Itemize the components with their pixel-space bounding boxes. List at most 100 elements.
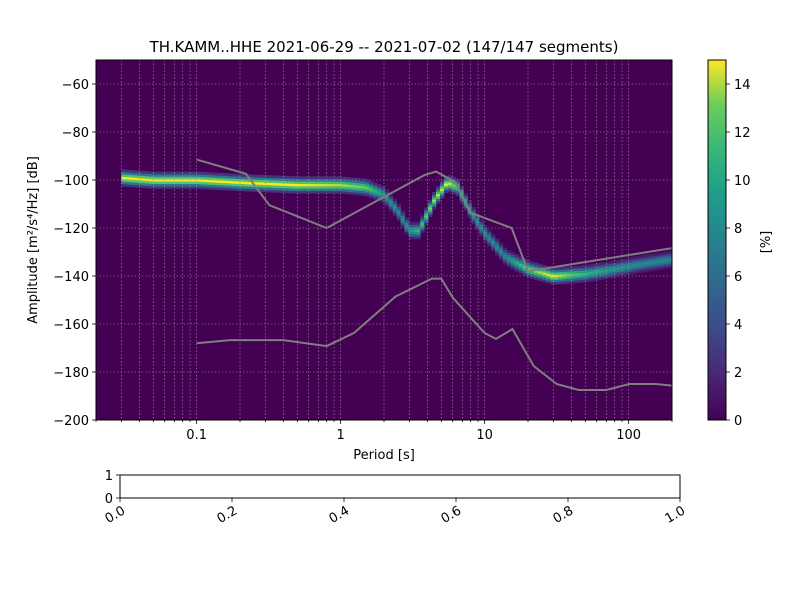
density-cell — [266, 180, 272, 183]
density-cell — [337, 178, 343, 182]
density-cell — [624, 260, 630, 264]
density-cell — [380, 192, 386, 196]
density-cell — [648, 256, 653, 260]
density-cell — [561, 276, 567, 280]
density-cell — [223, 173, 228, 176]
density-cell — [420, 227, 425, 231]
density-cell — [239, 174, 244, 177]
density-cell — [282, 175, 287, 179]
density-cell — [424, 207, 429, 211]
density-cell — [294, 181, 299, 184]
density-cell — [231, 185, 236, 189]
density-cell — [550, 281, 555, 285]
density-cell — [270, 189, 276, 193]
density-cell — [420, 215, 425, 219]
density-cell — [377, 193, 382, 197]
density-cell — [652, 258, 657, 262]
density-cell — [400, 215, 405, 219]
density-cell — [538, 278, 543, 282]
density-cell — [436, 186, 441, 190]
density-cell — [133, 182, 138, 186]
density-cell — [664, 261, 669, 265]
density-cell — [357, 190, 362, 193]
density-cell — [282, 190, 287, 194]
density-cell — [196, 174, 201, 177]
density-cell — [290, 183, 295, 187]
density-cell — [514, 263, 519, 267]
density-cell — [483, 237, 488, 240]
density-cell — [436, 191, 441, 195]
density-cell — [408, 226, 413, 230]
density-cell — [428, 202, 433, 205]
density-cell — [223, 185, 228, 188]
density-cell — [585, 264, 590, 268]
density-cell — [176, 183, 181, 187]
density-cell — [495, 240, 500, 244]
density-cell — [463, 193, 468, 197]
density-cell — [428, 199, 433, 203]
density-cell — [223, 175, 228, 179]
density-cell — [495, 248, 500, 251]
density-cell — [156, 171, 162, 175]
density-cell — [656, 267, 661, 271]
density-cell — [620, 258, 626, 262]
density-cell — [506, 250, 512, 253]
density-cell — [148, 181, 154, 184]
density-cell — [184, 174, 189, 177]
density-cell — [325, 188, 331, 192]
density-cell — [546, 273, 551, 277]
density-cell — [447, 175, 453, 178]
density-cell — [184, 181, 189, 184]
density-cell — [573, 270, 578, 274]
plot-grid — [96, 60, 672, 420]
density-cell — [231, 188, 236, 191]
density-cell — [495, 243, 500, 247]
density-cell — [200, 186, 205, 190]
density-cell — [581, 272, 586, 276]
density-cell — [373, 187, 378, 191]
density-cell — [274, 180, 280, 184]
low-noise-model-line — [196, 277, 672, 391]
density-cell — [620, 268, 626, 272]
density-cell — [259, 186, 264, 190]
density-cell — [652, 260, 657, 264]
density-cell — [353, 180, 358, 183]
density-cell — [349, 191, 354, 195]
density-cell — [337, 176, 343, 180]
density-cell — [144, 178, 150, 182]
density-cell — [593, 277, 598, 281]
density-cell — [396, 206, 402, 210]
density-cell — [609, 263, 614, 267]
density-cell — [632, 271, 637, 274]
density-cell — [188, 174, 193, 177]
density-cell — [266, 177, 272, 181]
density-cell — [656, 260, 661, 263]
density-cell — [502, 247, 508, 251]
density-cell — [188, 178, 193, 182]
density-cell — [668, 253, 672, 257]
density-cell — [251, 186, 256, 190]
density-cell — [479, 233, 484, 237]
density-cell — [215, 177, 221, 181]
density-cell — [321, 186, 327, 189]
density-cell — [451, 186, 457, 190]
density-cell — [345, 186, 350, 190]
density-cell — [345, 191, 350, 195]
density-cell — [152, 171, 158, 175]
density-cell — [306, 188, 311, 192]
density-cell — [640, 267, 645, 271]
density-cell — [522, 268, 527, 271]
density-cell — [349, 177, 354, 181]
density-cell — [624, 267, 630, 271]
density-cell — [318, 188, 323, 192]
density-cell — [396, 211, 402, 214]
density-cell — [227, 175, 232, 179]
density-cell — [561, 271, 567, 275]
density-cell — [613, 262, 618, 266]
density-cell — [412, 231, 417, 235]
density-cell — [510, 256, 516, 260]
density-cell — [644, 257, 649, 260]
density-cell — [640, 260, 645, 263]
density-cell — [200, 174, 205, 178]
density-cell — [365, 193, 370, 197]
